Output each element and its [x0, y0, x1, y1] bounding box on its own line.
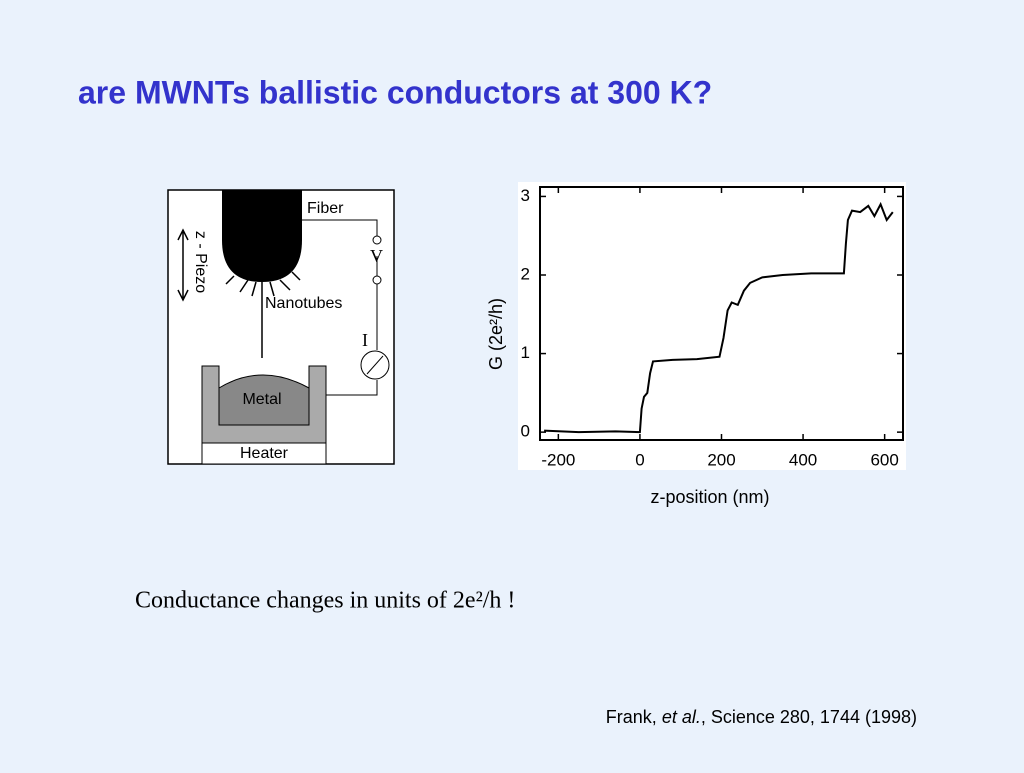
- citation-part: , Science 280, 1744 (1998): [701, 707, 917, 727]
- y-tick-label: 0: [521, 422, 530, 441]
- x-tick-label: 600: [870, 450, 898, 469]
- x-tick-label: 400: [789, 450, 817, 469]
- terminal: [372, 235, 382, 245]
- y-axis-label: G (2e²/h): [486, 298, 506, 370]
- ammeter-needle: [366, 355, 384, 375]
- x-tick-label: -200: [541, 450, 575, 469]
- diagram-label: Nanotubes: [265, 295, 342, 312]
- chart: G (2e²/h) z-position (nm) 0 1 2 3 -200 0 200 40…: [486, 182, 906, 507]
- metal: [218, 374, 310, 426]
- piezo-arrow: [177, 228, 189, 302]
- diagram-label: Metal: [242, 391, 281, 408]
- diagram-label: V: [370, 246, 383, 266]
- x-tick-label: 0: [635, 450, 644, 469]
- setup-diagram: Fiber V z - Piezo Nanotubes I Metal Heat…: [167, 189, 395, 465]
- terminal: [372, 275, 382, 285]
- citation-part: Frank,: [606, 707, 662, 727]
- data-line: [544, 201, 894, 434]
- y-tick-label: 2: [521, 264, 530, 283]
- slide-title: are MWNTs ballistic conductors at 300 K?: [78, 74, 712, 110]
- y-tick-label: 3: [521, 186, 530, 205]
- citation-part: et al.: [662, 707, 701, 727]
- y-tick-label: 1: [521, 343, 530, 362]
- chart-background: [518, 182, 906, 470]
- heater: [201, 442, 327, 465]
- fiber: [222, 190, 302, 282]
- diagram-label: z - Piezo: [192, 231, 209, 293]
- wires: [302, 219, 378, 396]
- caption: Conductance changes in units of 2e²/h !: [135, 588, 515, 614]
- diagram-label: I: [362, 330, 368, 350]
- x-axis-label: z-position (nm): [650, 487, 769, 507]
- nanotubes-fringe: [225, 271, 301, 297]
- x-tick-label: 200: [707, 450, 735, 469]
- diagram-label: Fiber: [307, 200, 344, 217]
- diagram-label: Heater: [240, 445, 289, 462]
- citation: Frank, et al., Science 280, 1744 (1998): [606, 707, 917, 727]
